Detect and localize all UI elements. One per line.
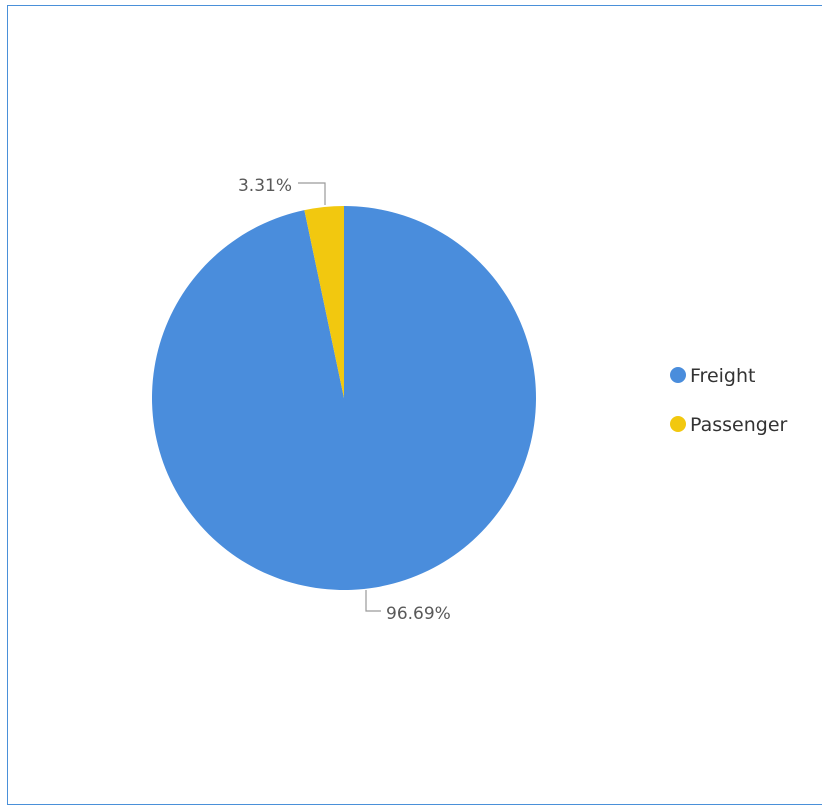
legend: Freight Passenger xyxy=(670,365,788,436)
legend-label-passenger: Passenger xyxy=(690,414,788,436)
data-label-passenger: 3.31% xyxy=(238,176,292,196)
data-labels: 3.31% 96.69% xyxy=(238,176,451,624)
legend-item-freight[interactable]: Freight xyxy=(670,365,755,387)
pie-slice-passenger[interactable] xyxy=(304,206,344,398)
pie-slice-freight[interactable] xyxy=(151,206,536,591)
legend-marker-freight xyxy=(670,367,686,383)
legend-item-passenger[interactable]: Passenger xyxy=(670,414,788,436)
pie-slices xyxy=(151,206,536,591)
pie-chart: 3.31% 96.69% Freight Passenger xyxy=(151,176,788,624)
legend-marker-passenger xyxy=(670,416,686,432)
data-label-freight: 96.69% xyxy=(386,604,451,624)
leader-line-freight xyxy=(365,590,381,612)
leader-line-passenger xyxy=(298,182,326,205)
legend-label-freight: Freight xyxy=(690,365,755,387)
